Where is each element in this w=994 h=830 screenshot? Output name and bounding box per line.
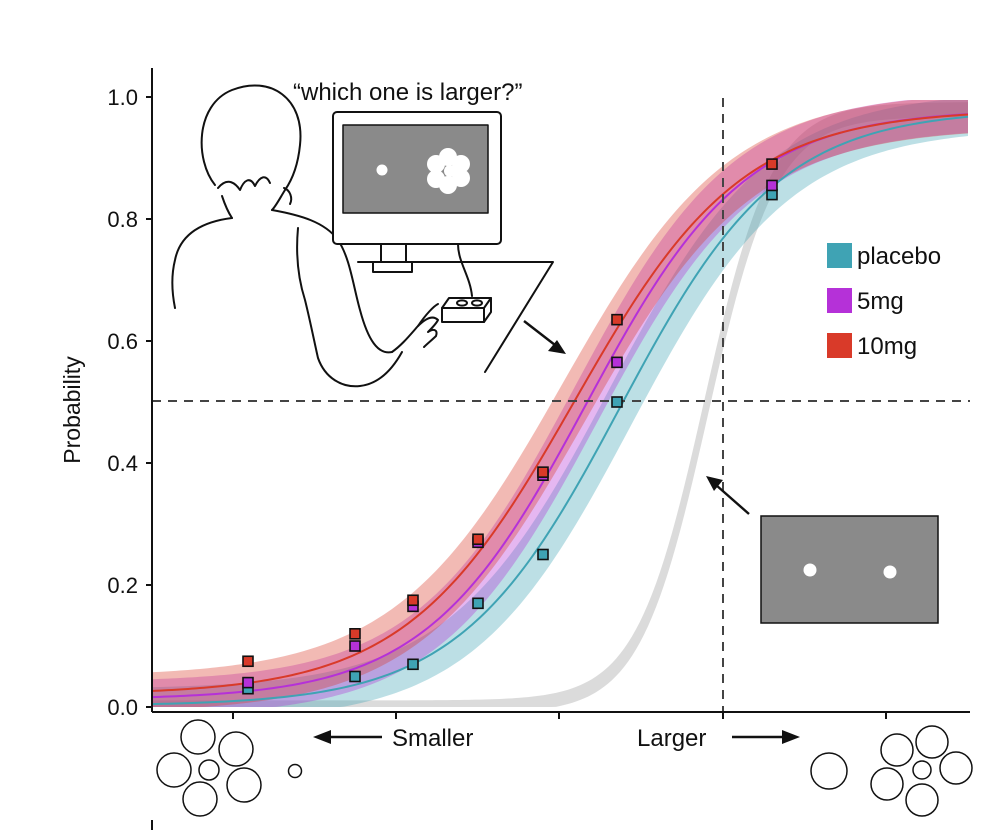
legend-swatch-placebo — [827, 243, 852, 268]
data-point-placebo — [472, 597, 484, 610]
legend-label: 10mg — [857, 333, 917, 360]
arrow-to-curve — [523, 320, 566, 354]
single-large-circle-icon — [810, 752, 848, 790]
data-point-10mg — [766, 158, 778, 170]
y-axis: 1.0 0.8 0.6 0.4 0.2 0.0 Probability — [59, 68, 153, 720]
data-point-10mg — [242, 655, 254, 668]
arrow-to-reference — [706, 476, 750, 515]
single-small-circle-icon — [287, 763, 303, 779]
curve-placebo — [151, 115, 969, 706]
data-point-placebo — [537, 548, 549, 561]
data-point-5mg — [766, 179, 778, 192]
equal-stimulus-panel — [760, 515, 939, 624]
confidence-bands — [152, 100, 968, 708]
legend: placebo 5mg 10mg — [827, 243, 941, 360]
smaller-annotation: Smaller — [313, 725, 473, 752]
larger-annotation: Larger — [637, 725, 800, 752]
data-point-5mg — [242, 676, 254, 689]
monitor-stimulus — [376, 148, 470, 194]
question-label: “which one is larger?” — [293, 79, 522, 106]
band-10mg — [152, 100, 968, 708]
data-point-10mg — [537, 466, 549, 478]
legend-swatch-5mg — [827, 288, 852, 313]
y-tick-label: 1.0 — [107, 85, 138, 110]
data-point-10mg — [611, 313, 623, 326]
x-axis — [151, 711, 970, 830]
data-point-10mg — [407, 594, 419, 607]
y-tick-label: 0.4 — [107, 451, 138, 476]
fitted-curves — [151, 113, 969, 706]
data-point-placebo — [349, 670, 361, 683]
y-tick-label: 0.2 — [107, 573, 138, 598]
smaller-label: Smaller — [392, 725, 473, 752]
y-tick-label: 0.6 — [107, 329, 138, 354]
y-tick-label: 0.0 — [107, 695, 138, 720]
data-point-placebo — [407, 658, 419, 671]
data-point-5mg — [349, 640, 361, 652]
circle-cluster-right-icon — [870, 725, 973, 817]
data-point-10mg — [349, 627, 361, 640]
data-point-5mg — [611, 356, 623, 369]
data-point-10mg — [472, 533, 484, 546]
curve-10mg — [151, 113, 969, 692]
larger-label: Larger — [637, 725, 706, 752]
y-axis-title: Probability — [59, 356, 85, 464]
data-points — [242, 158, 778, 695]
legend-swatch-10mg — [827, 333, 852, 358]
data-point-placebo — [611, 396, 623, 408]
legend-label: placebo — [857, 243, 941, 270]
y-tick-label: 0.8 — [107, 207, 138, 232]
circle-cluster-left-icon — [156, 719, 262, 817]
participant-illustration — [171, 84, 554, 388]
legend-label: 5mg — [857, 288, 904, 315]
